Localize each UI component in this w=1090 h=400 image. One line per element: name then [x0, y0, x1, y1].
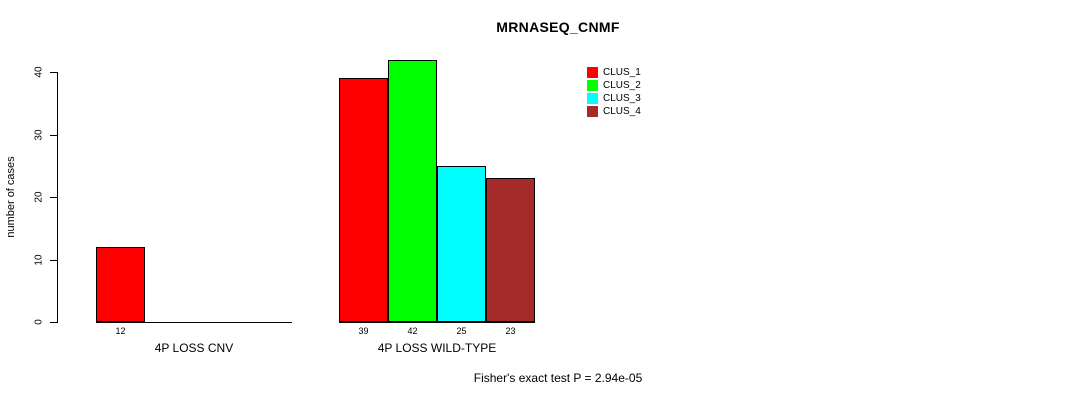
bar-value-label: 39: [358, 326, 369, 336]
x-axis-baseline: [339, 322, 535, 323]
legend-swatch-clus-2-icon: [587, 80, 598, 91]
y-tick-mark: [50, 197, 57, 198]
y-tick-label: 30: [33, 128, 45, 141]
y-tick-label: 20: [33, 191, 45, 203]
legend-label-clus-3: CLUS_3: [603, 93, 641, 104]
bar-value-label: 12: [115, 326, 126, 336]
x-group-label-4p-loss-wild-type: 4P LOSS WILD-TYPE: [377, 341, 497, 355]
legend-item-clus-2: CLUS_2: [587, 79, 641, 92]
y-tick-label: 10: [33, 253, 45, 266]
bar-clus_1-group0: [96, 247, 145, 322]
bar-value-label: 23: [505, 326, 516, 336]
y-tick-label: 40: [33, 66, 45, 78]
bar-value-label: 25: [456, 326, 467, 336]
fisher-test-annotation: Fisher's exact test P = 2.94e-05: [473, 371, 643, 385]
bar-clus_4-group1: [486, 178, 535, 322]
x-group-label-4p-loss-cnv: 4P LOSS CNV: [154, 341, 234, 355]
y-tick-label: 0: [33, 319, 45, 325]
y-tick-mark: [50, 259, 57, 261]
legend-item-clus-4: CLUS_4: [587, 105, 641, 118]
x-axis-baseline: [96, 322, 292, 323]
legend-item-clus-1: CLUS_1: [587, 66, 641, 79]
legend-label-clus-2: CLUS_2: [603, 80, 641, 91]
legend-swatch-clus-4-icon: [587, 106, 598, 117]
legend-swatch-clus-1-icon: [587, 67, 598, 78]
legend-label-clus-1: CLUS_1: [603, 67, 641, 78]
y-axis: [57, 72, 58, 323]
legend-item-clus-3: CLUS_3: [587, 92, 641, 105]
bar-clus_3-group1: [437, 165, 486, 322]
chart-title: MRNASEQ_CNMF: [496, 19, 620, 35]
y-tick-mark: [50, 72, 57, 73]
legend-label-clus-4: CLUS_4: [603, 106, 641, 117]
legend: CLUS_1 CLUS_2 CLUS_3 CLUS_4: [587, 66, 641, 118]
bar-value-label: 42: [407, 326, 418, 336]
y-tick-mark: [50, 322, 57, 323]
bar-clus_2-group1: [388, 59, 437, 322]
bar-clus_1-group1: [339, 78, 388, 322]
y-tick-mark: [50, 134, 57, 136]
y-axis-label: number of cases: [5, 156, 17, 238]
legend-swatch-clus-3-icon: [587, 93, 598, 104]
